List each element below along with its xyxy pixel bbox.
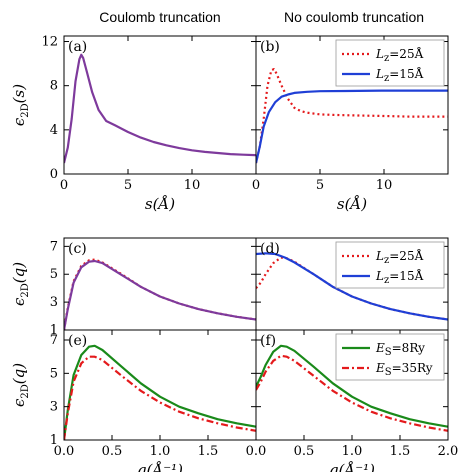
panel-e-xtick-label: 0.0 (54, 444, 75, 459)
panel-d-series-line-1 (256, 252, 448, 321)
panel-a-ytick-label: 8 (50, 79, 58, 94)
panel-c-ytick-label: 3 (50, 295, 58, 310)
panel-e-xtick-label: 1.0 (150, 444, 171, 459)
panel-a-xtick-label: 5 (124, 178, 132, 193)
panel-b-frame (255, 35, 449, 175)
panel-a-ytick-label: 12 (41, 35, 58, 50)
panel-c-tag: (c) (68, 241, 87, 257)
panel-e-xtick-label: 1.5 (198, 444, 219, 459)
panel-b: 0 5 10 (b) s(Å) Lz=25Å Lz=15Å (252, 35, 449, 213)
panel-a-xlabel: s(Å) (145, 195, 175, 213)
panel-d: (d) Lz=25Å Lz=15Å (255, 237, 449, 331)
panel-b-series-line-0 (256, 68, 448, 164)
panel-d-legend-box (335, 241, 445, 289)
panel-e-series-line-1 (64, 355, 256, 440)
panel-f-legend-label-1: ES=35Ry (375, 361, 433, 378)
panel-d-tag: (d) (260, 241, 280, 257)
panel-f-xtick-label: 2.0 (438, 444, 459, 459)
panel-a-tag: (a) (68, 39, 87, 55)
panel-b-xlabel: s(Å) (337, 195, 367, 213)
panel-f-xtick-label: 1.5 (390, 444, 411, 459)
panel-e-series-line-0 (64, 344, 256, 440)
panel-c-ylabel: ϵ2D(q) (10, 262, 31, 306)
panel-c-ytick-label: 1 (50, 323, 58, 338)
panel-a-xtick-label: 10 (184, 178, 201, 193)
panel-f-legend-label-0: ES=8Ry (375, 341, 425, 358)
panel-a-ylabel: ϵ2D(s) (10, 84, 31, 126)
panel-f-xtick-label: 0.0 (246, 444, 267, 459)
panel-a-ytick-label: 4 (50, 123, 58, 138)
panel-c-ytick-label: 7 (50, 239, 58, 254)
panel-e-ytick-label: 1 (50, 433, 58, 448)
panel-e-ytick-label: 5 (50, 366, 58, 381)
panel-e-ytick-label: 3 (50, 400, 58, 415)
panel-d-legend: Lz=25Å Lz=15Å (335, 241, 445, 289)
panel-e-xlabel: q(Å⁻¹) (137, 461, 183, 472)
panel-b-series-line-1 (256, 89, 448, 164)
panel-e-ytick-label: 7 (50, 333, 58, 348)
panel-e-ylabel: ϵ2D(q) (10, 363, 31, 407)
column-title-right: No coulomb truncation (284, 9, 424, 25)
panel-f-xlabel: q(Å⁻¹) (329, 461, 375, 472)
panel-e: 1 3 5 7 0.0 0.5 1.0 1.5 (e) ϵ2D(q) q(Å⁻¹) (10, 329, 257, 472)
panel-f-xtick-label: 1.0 (342, 444, 363, 459)
panel-d-legend-label-0: Lz=25Å (375, 248, 424, 266)
panel-f-legend: ES=8Ry ES=35Ry (335, 333, 445, 381)
panel-e-tag: (e) (68, 333, 87, 349)
panel-f-tag: (f) (260, 333, 276, 349)
panel-c-frame (63, 237, 257, 331)
panel-c-series-line-0 (64, 258, 256, 330)
panel-f: 0.0 0.5 1.0 1.5 2.0 (f) q(Å⁻¹) ES=8Ry ES=35Ry (246, 329, 459, 472)
panel-a-xtick-label: 0 (60, 178, 68, 193)
panel-b-legend-label-0: Lz=25Å (375, 46, 424, 64)
panel-a: 0 4 8 12 0 5 10 (a) ϵ2D(s) s(Å) (10, 35, 257, 213)
panel-f-series-line-0 (256, 344, 448, 428)
panel-b-xtick-label: 10 (376, 178, 393, 193)
column-title-left: Coulomb truncation (99, 9, 220, 25)
panel-f-legend-box (335, 333, 445, 381)
panel-b-legend-box (335, 39, 445, 87)
panel-a-ytick-label: 0 (50, 167, 58, 182)
panel-d-legend-label-1: Lz=15Å (375, 268, 424, 286)
panel-c-series-line-1 (64, 259, 256, 330)
panel-b-xtick-label: 0 (252, 178, 260, 193)
panel-b-tag: (b) (260, 39, 280, 55)
panel-b-legend: Lz=25Å Lz=15Å (335, 39, 445, 87)
panel-a-series-line-0 (64, 53, 256, 164)
panel-c: 1 3 5 7 (c) ϵ2D(q) (10, 237, 257, 338)
panel-c-ytick-label: 5 (50, 267, 58, 282)
panel-f-series-line-1 (256, 354, 448, 432)
panel-b-xtick-label: 5 (316, 178, 324, 193)
panel-e-xtick-label: 0.5 (102, 444, 123, 459)
panel-f-xtick-label: 0.5 (294, 444, 315, 459)
panel-b-legend-label-1: Lz=15Å (375, 66, 424, 84)
